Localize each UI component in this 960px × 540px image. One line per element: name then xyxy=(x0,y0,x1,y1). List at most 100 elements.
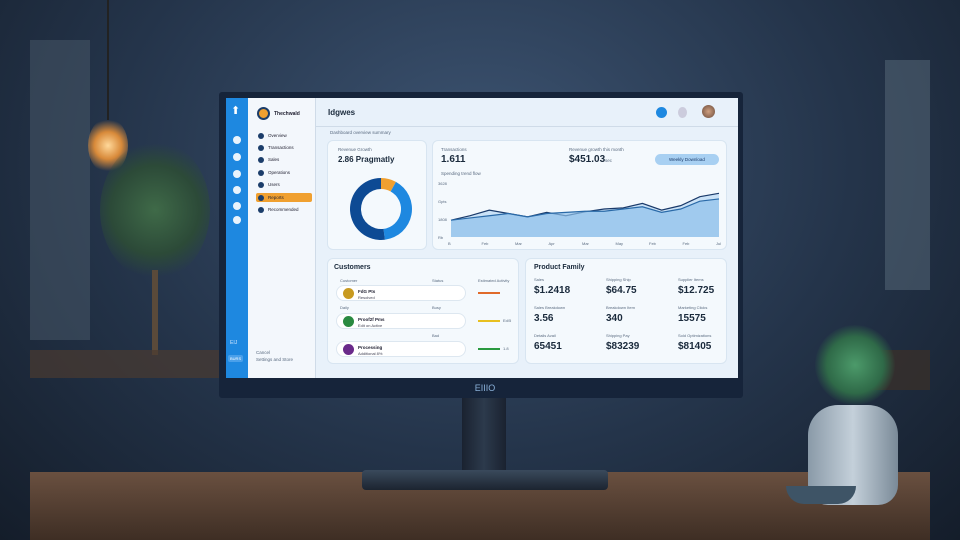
plant xyxy=(100,140,210,280)
series-line xyxy=(450,198,720,221)
stat-label: Shipping Ship xyxy=(606,277,631,282)
nav-icon xyxy=(258,144,264,151)
stat-label: Breakdown Item xyxy=(606,305,635,310)
customer-sub: Edit on Active xyxy=(358,323,383,328)
nav-label: Transactions xyxy=(268,145,294,150)
customer-row[interactable]: FdG Pts Resolved xyxy=(336,285,466,301)
succulent xyxy=(815,325,895,405)
sidebar-footer[interactable]: Settings and Store xyxy=(256,357,294,362)
shelf xyxy=(30,350,220,378)
plant-trunk xyxy=(152,270,158,355)
y-tick-label: 1808 xyxy=(438,217,448,222)
stat-value: 65451 xyxy=(534,341,562,352)
stat-label: Sales Breakdown xyxy=(534,305,566,310)
rail-icon[interactable] xyxy=(233,136,241,144)
sidebar-item[interactable]: Overview xyxy=(256,131,312,140)
customer-status: Bad xyxy=(432,333,440,338)
x-tick-label: Feb xyxy=(649,241,657,246)
donut-chart xyxy=(349,178,412,240)
customer-avatar xyxy=(343,288,354,299)
chart-label: Spending trend flow xyxy=(441,171,481,176)
stat-value: $64.75 xyxy=(606,285,637,296)
rail-badge: EIJ xyxy=(230,340,238,346)
x-tick-label: Apr xyxy=(549,241,556,246)
donut-slice xyxy=(383,181,412,240)
customer-row[interactable]: Proof2f Pms Edit on Active xyxy=(336,313,466,329)
donut-slice xyxy=(381,178,396,192)
rail-badge: BURS xyxy=(228,355,244,362)
download-button[interactable]: Weekly Download xyxy=(655,154,719,165)
stat-label: Sales xyxy=(534,277,545,282)
x-tick-label: Feb xyxy=(482,241,490,246)
customer-name: Proof2f Pms xyxy=(358,317,385,322)
x-tick-label: Feb xyxy=(683,241,691,246)
customer-status: Busy xyxy=(432,305,441,310)
donut-label: Revenue Growth xyxy=(338,147,372,152)
breadcrumb: Dashboard overview summary xyxy=(330,130,391,135)
nav-icon xyxy=(258,206,264,213)
nav-icon xyxy=(258,181,264,188)
avatar[interactable] xyxy=(702,105,715,118)
monitor-brand: EIIIO xyxy=(474,383,496,393)
settings-icon[interactable] xyxy=(678,107,687,118)
nav-label: Sales xyxy=(268,157,280,162)
nav-icon xyxy=(258,156,264,163)
kpi-value: 1.611 xyxy=(441,154,466,165)
customer-name: FdG Pts xyxy=(358,289,376,294)
donut-slice xyxy=(349,178,385,240)
nav-label: Operations xyxy=(268,170,291,175)
stat-label: Marketing Clicks xyxy=(678,305,708,310)
upload-icon[interactable]: ⬆ xyxy=(231,105,241,117)
nav-icon xyxy=(258,169,264,176)
stat-value: $1.2418 xyxy=(534,285,571,296)
stat-value: 340 xyxy=(606,313,623,324)
customer-row[interactable]: Processing Additional 8% xyxy=(336,341,466,357)
x-tick-label: May xyxy=(616,241,624,246)
bowl xyxy=(786,486,856,504)
stat-value: $81405 xyxy=(678,341,712,352)
trend-card: Transactions 1.611 Revenue growth this m… xyxy=(432,140,727,250)
customer-avatar xyxy=(343,344,354,355)
kpi-label: Transactions xyxy=(441,147,467,152)
column-header: Status xyxy=(432,278,444,283)
series-area xyxy=(451,198,719,237)
nav-label: Recommended xyxy=(268,207,299,212)
rail-icon[interactable] xyxy=(233,170,241,178)
stat-value: $83239 xyxy=(606,341,640,352)
header: Idgwes xyxy=(316,98,738,127)
sidebar-footer[interactable]: Cancel xyxy=(256,350,271,355)
monitor-base xyxy=(362,470,608,490)
lamp-cord xyxy=(107,0,109,120)
stat-value: 3.56 xyxy=(534,313,554,324)
stat-label: Details Avail xyxy=(534,333,556,338)
nav-label: Reports xyxy=(268,195,284,200)
sidebar-item[interactable]: Users xyxy=(256,180,312,189)
icon-rail: ⬆ EIJ BURS xyxy=(226,98,248,378)
y-tick-label: 3628 xyxy=(438,181,448,186)
rail-icon[interactable] xyxy=(233,153,241,161)
stat-value: 15575 xyxy=(678,313,706,324)
nav-icon xyxy=(258,132,264,139)
sidebar-item[interactable]: Transactions xyxy=(256,143,312,152)
rail-icon[interactable] xyxy=(233,186,241,194)
kpi-value: $451.03 xyxy=(569,154,606,165)
notification-icon[interactable] xyxy=(656,107,667,118)
activity-bar xyxy=(478,292,500,294)
kpi-label: Revenue growth this month xyxy=(569,147,624,152)
stat-label: Shipping Pay xyxy=(606,333,630,338)
activity-value: 1.8 xyxy=(503,346,509,351)
stat-label: Supplier Items xyxy=(678,277,704,282)
sidebar-item[interactable]: Recommended xyxy=(256,205,312,214)
sidebar-item[interactable]: Sales xyxy=(256,155,312,164)
customer-name: Processing xyxy=(358,345,383,350)
sidebar-item[interactable]: Operations xyxy=(256,168,312,177)
rail-icon[interactable] xyxy=(233,216,241,224)
dashboard-screen: ⬆ EIJ BURS Thechwald Overview Transactio… xyxy=(226,98,738,378)
sidebar-item-active[interactable]: Reports xyxy=(256,193,312,202)
customer-sub: Additional 8% xyxy=(358,351,383,356)
rail-icon[interactable] xyxy=(233,202,241,210)
stat-value: $12.725 xyxy=(678,285,715,296)
customer-group: Daily xyxy=(340,305,349,310)
nav-icon xyxy=(258,194,264,201)
activity-bar xyxy=(478,348,500,350)
